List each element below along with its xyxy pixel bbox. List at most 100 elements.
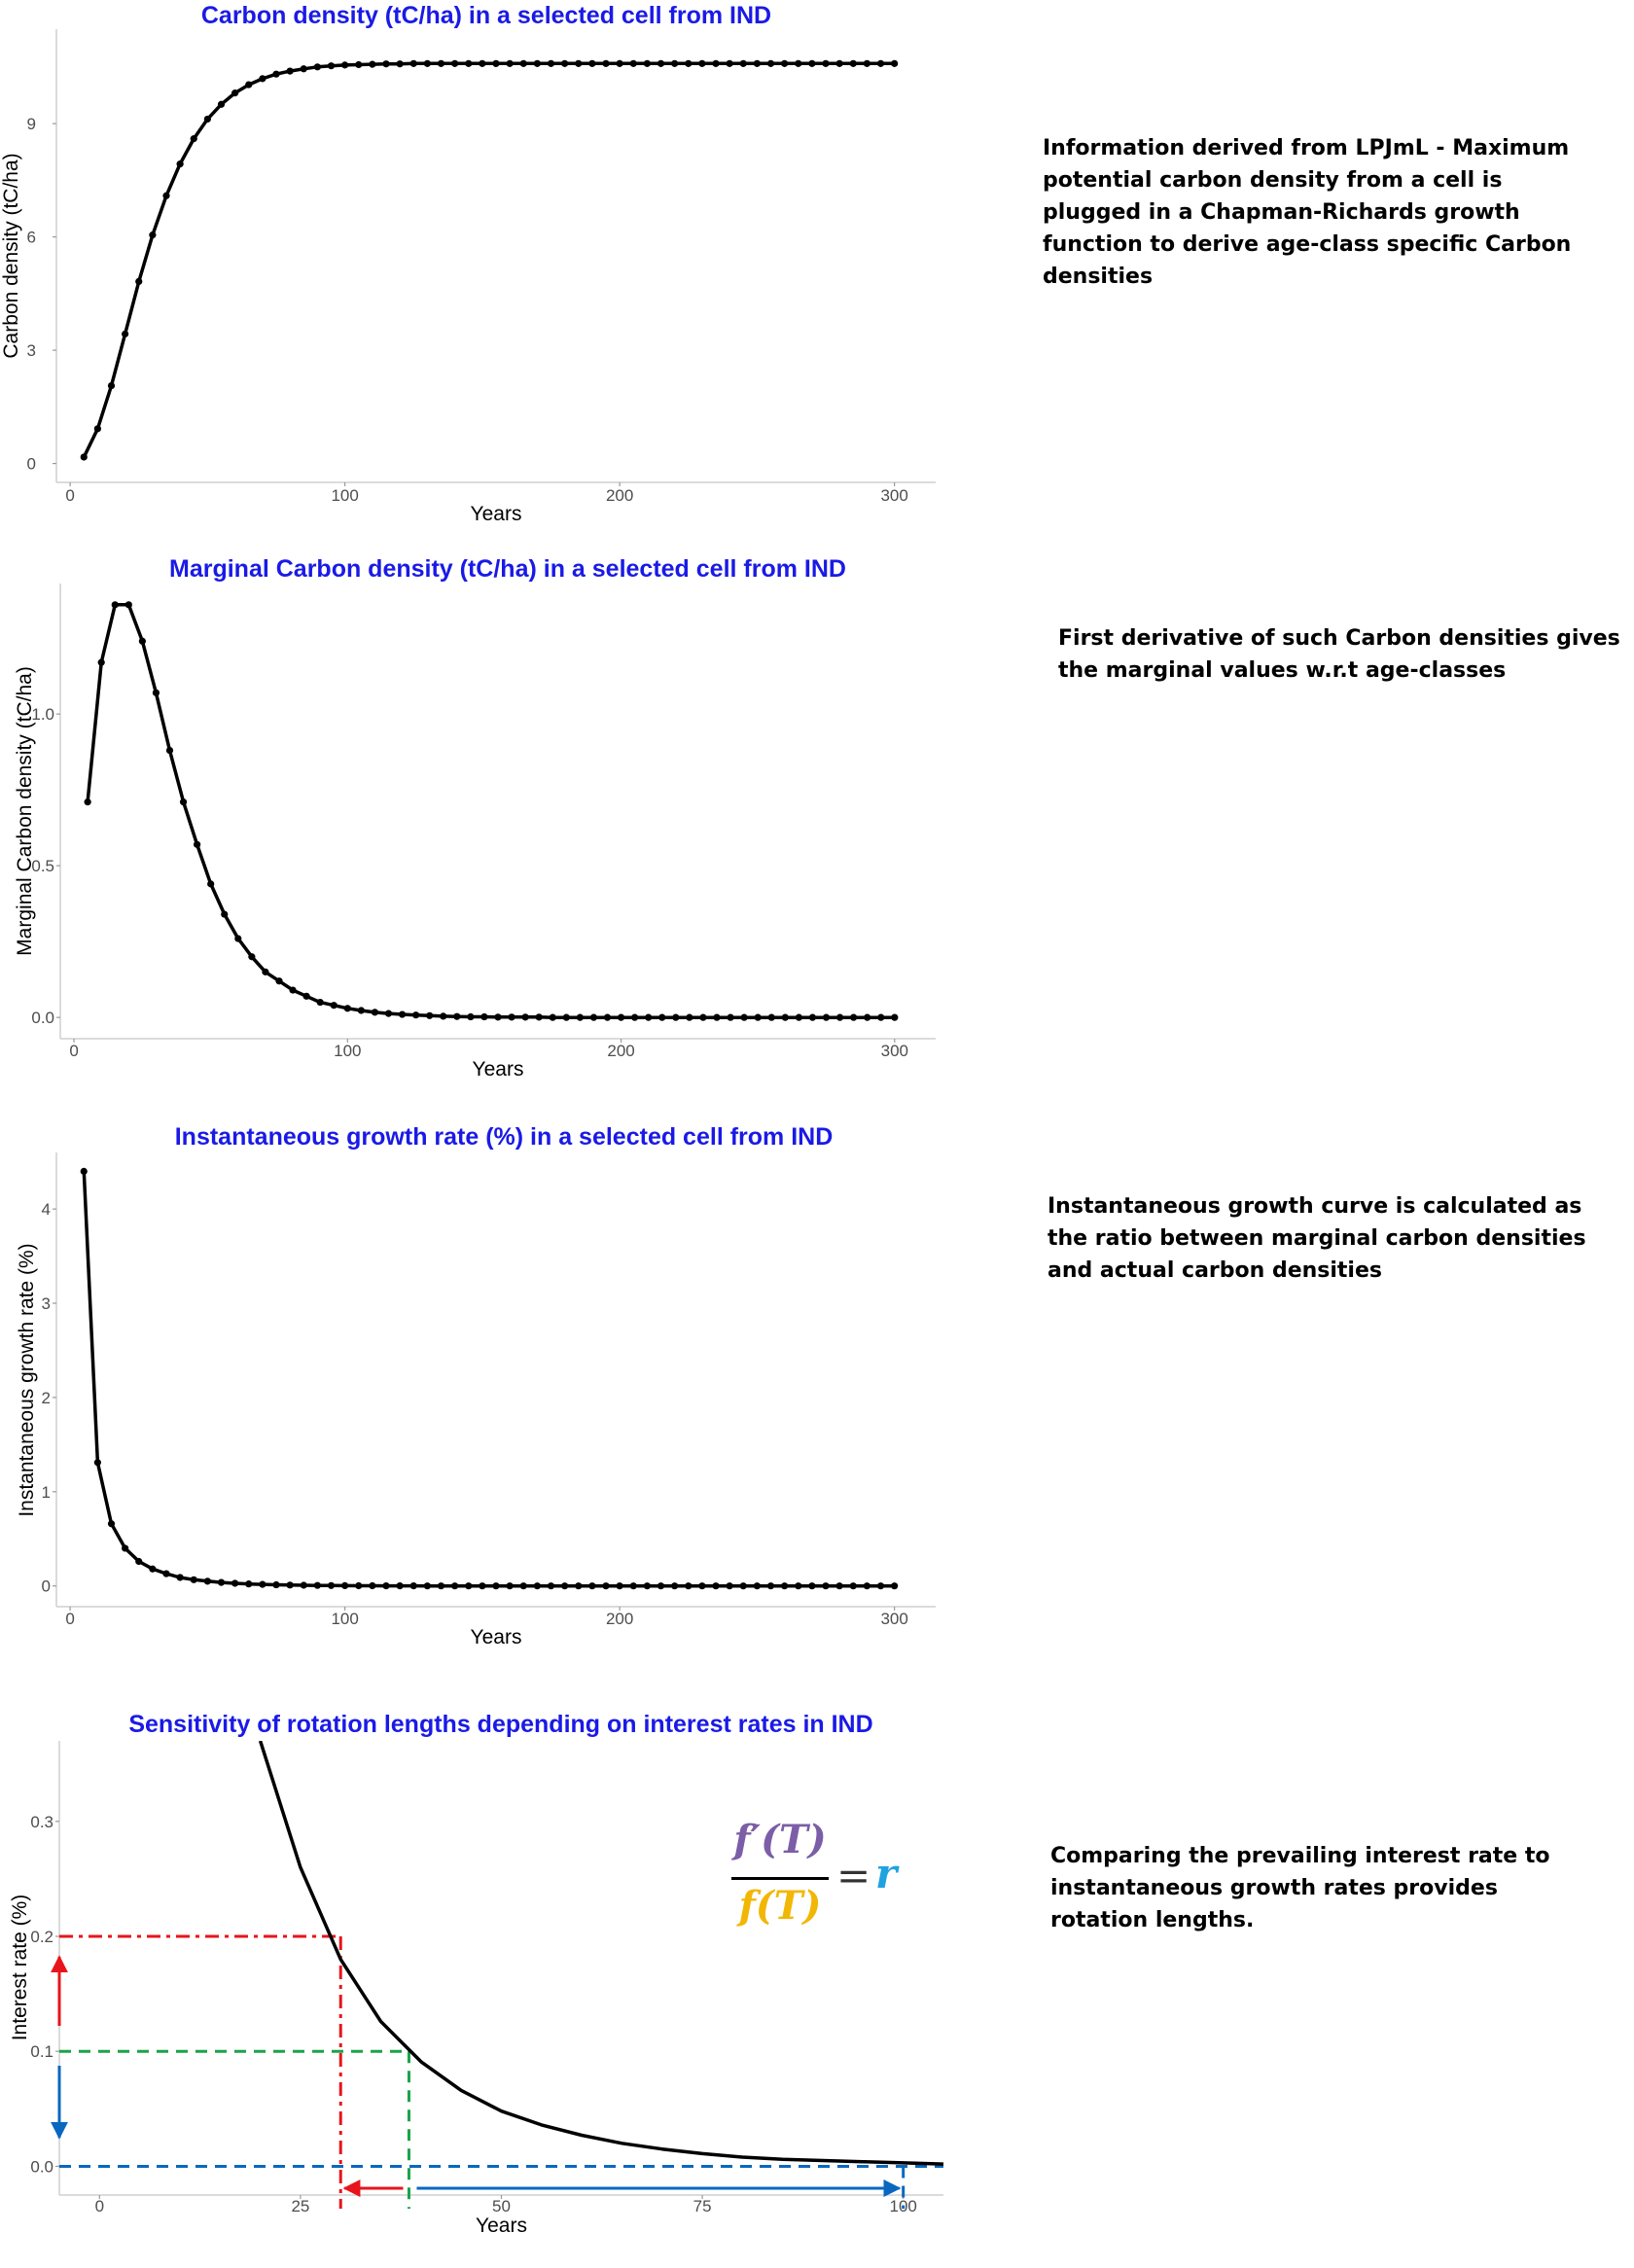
x-tick-label: 300 xyxy=(881,1042,908,1060)
data-point xyxy=(547,59,555,67)
data-point xyxy=(286,67,294,75)
data-point xyxy=(740,1013,748,1021)
data-point xyxy=(835,1013,844,1021)
data-point xyxy=(822,1582,830,1590)
data-point xyxy=(726,59,733,67)
data-point xyxy=(521,1013,529,1021)
data-point xyxy=(152,689,160,696)
data-point xyxy=(138,637,146,645)
data-point xyxy=(876,1582,885,1590)
y-axis-title: Marginal Carbon density (tC/ha) xyxy=(14,666,36,956)
data-point xyxy=(727,1013,734,1021)
data-point xyxy=(849,1582,857,1590)
data-point xyxy=(863,59,870,67)
data-point xyxy=(795,1582,802,1590)
data-point xyxy=(231,1579,239,1587)
rotation-sensitivity-chart: Sensitivity of rotation lengths dependin… xyxy=(9,1711,943,2237)
y-tick-label: 2 xyxy=(42,1389,51,1407)
data-point xyxy=(547,1582,555,1590)
data-point xyxy=(588,59,596,67)
data-point xyxy=(467,1012,475,1021)
y-tick-label: 4 xyxy=(42,1200,51,1219)
formula-fraction-bar xyxy=(731,1877,829,1880)
data-point xyxy=(753,59,761,67)
data-point xyxy=(190,135,197,143)
data-point xyxy=(272,1580,280,1589)
x-tick-label: 200 xyxy=(606,486,633,505)
y-tick-label: 3 xyxy=(27,341,36,360)
x-tick-label: 0 xyxy=(69,1042,78,1060)
data-point xyxy=(876,59,885,67)
data-point xyxy=(426,1011,434,1019)
data-point xyxy=(533,59,541,67)
data-point xyxy=(355,60,363,69)
data-point xyxy=(850,1013,858,1021)
y-tick-label: 0 xyxy=(27,455,36,474)
data-point xyxy=(753,1582,761,1590)
data-point xyxy=(162,192,170,199)
x-axis-title: Years xyxy=(473,1058,524,1081)
formula-rhs: r xyxy=(875,1850,898,1897)
data-point xyxy=(822,1013,831,1021)
data-point xyxy=(589,1013,598,1021)
data-point xyxy=(686,1013,693,1021)
panel-3-note: Instantaneous growth curve is calculated… xyxy=(1048,1194,1586,1283)
data-point xyxy=(891,1582,899,1590)
data-point xyxy=(835,1582,843,1590)
data-point xyxy=(766,59,775,67)
data-point xyxy=(313,63,321,71)
y-tick-label: 0.2 xyxy=(30,1928,53,1946)
data-point xyxy=(616,59,623,67)
x-tick-label: 0 xyxy=(65,486,74,505)
data-point xyxy=(685,59,693,67)
y-tick-label: 1.0 xyxy=(31,705,54,724)
data-point xyxy=(437,59,445,67)
data-point xyxy=(465,59,473,67)
data-point xyxy=(149,1565,157,1573)
data-point xyxy=(93,1459,101,1467)
panel-1-note: Information derived from LPJmL - Maximum… xyxy=(1043,136,1572,289)
data-point xyxy=(369,60,376,68)
data-point xyxy=(409,59,417,67)
x-tick-label: 300 xyxy=(880,486,907,505)
x-tick-label: 0 xyxy=(95,2197,104,2215)
data-point xyxy=(657,59,665,67)
data-point xyxy=(245,1580,253,1588)
data-point xyxy=(245,81,253,89)
data-point xyxy=(289,986,297,994)
data-point xyxy=(643,59,651,67)
data-point xyxy=(575,1582,583,1590)
data-point xyxy=(508,1013,515,1021)
data-point xyxy=(84,798,91,806)
data-point xyxy=(465,1582,473,1590)
rotation-formula: f′(T) f(T) = r xyxy=(728,1817,922,1937)
data-point xyxy=(231,89,239,97)
y-tick-label: 0.1 xyxy=(30,2042,53,2061)
data-point xyxy=(341,61,349,69)
data-point xyxy=(645,1013,653,1021)
data-point xyxy=(877,1013,885,1021)
data-point xyxy=(698,1582,706,1590)
x-axis-title: Years xyxy=(476,2215,527,2237)
data-point xyxy=(643,1582,651,1590)
data-point xyxy=(712,59,720,67)
data-point xyxy=(341,1581,349,1589)
data-point xyxy=(272,70,280,78)
data-point xyxy=(535,1013,543,1021)
chart-title: Marginal Carbon density (tC/ha) in a sel… xyxy=(169,555,846,583)
chart-title: Sensitivity of rotation lengths dependin… xyxy=(128,1711,872,1738)
data-point xyxy=(135,1557,143,1566)
data-point xyxy=(396,1581,404,1590)
data-point xyxy=(355,1581,363,1590)
data-point xyxy=(849,59,857,67)
data-point xyxy=(479,1582,486,1590)
data-point xyxy=(221,910,229,918)
data-point xyxy=(754,1013,762,1021)
data-point xyxy=(330,1002,337,1010)
marginal-carbon-density-chart: Marginal Carbon density (tC/ha) in a sel… xyxy=(14,555,936,1081)
data-point xyxy=(822,59,830,67)
data-point xyxy=(808,59,816,67)
series-line xyxy=(258,1741,943,2166)
data-point xyxy=(561,1582,569,1590)
